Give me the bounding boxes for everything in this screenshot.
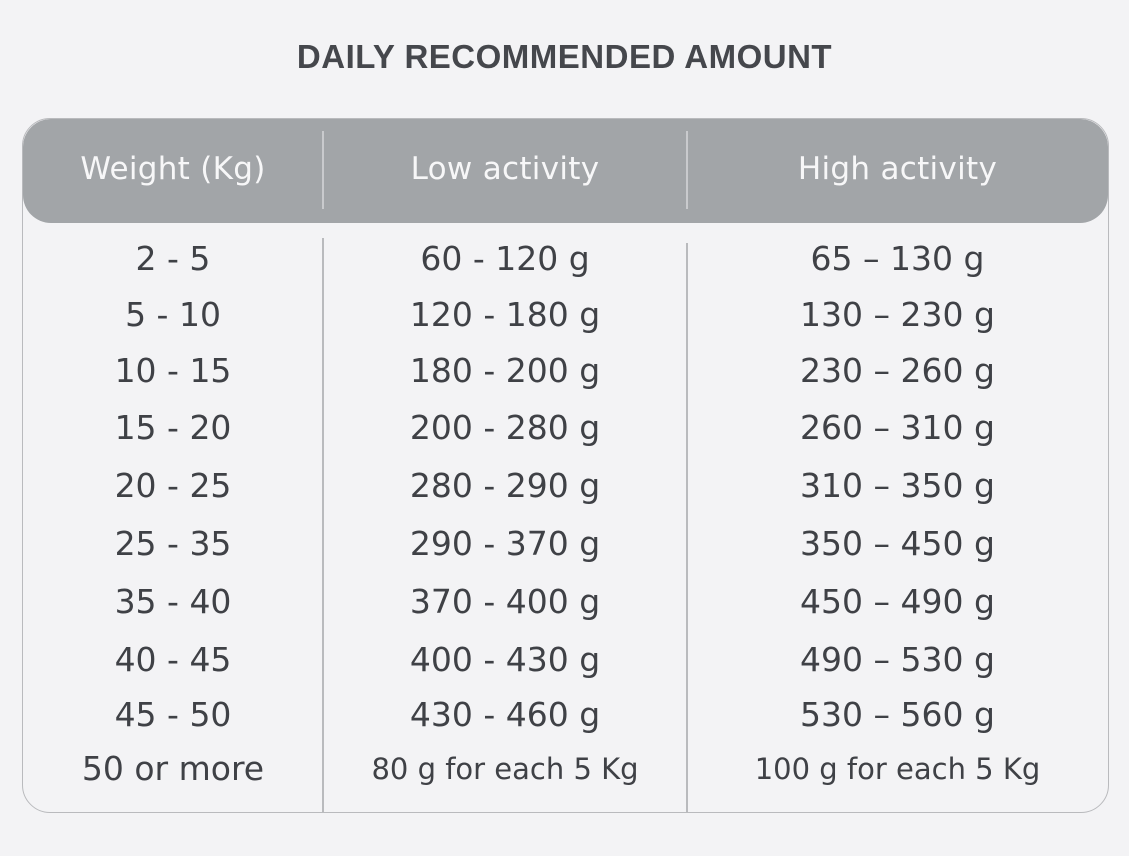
high-activity-cell: 350 – 450 g xyxy=(800,524,995,563)
table-row: 35 - 40 370 - 400 g 450 – 490 g xyxy=(23,574,1108,630)
table-header: Weight (Kg) Low activity High activity xyxy=(23,119,1108,223)
low-activity-cell: 200 - 280 g xyxy=(409,408,601,447)
header-low-activity: Low activity xyxy=(410,151,600,187)
weight-cell: 5 - 10 xyxy=(125,295,221,334)
low-activity-cell: 80 g for each 5 Kg xyxy=(371,752,639,786)
table-row: 10 - 15 180 - 200 g 230 – 260 g xyxy=(23,343,1108,399)
high-activity-cell: 65 – 130 g xyxy=(810,239,985,278)
header-weight: Weight (Kg) xyxy=(80,151,266,187)
low-activity-cell: 370 - 400 g xyxy=(409,582,601,621)
low-activity-cell: 180 - 200 g xyxy=(409,351,601,390)
weight-cell: 10 - 15 xyxy=(114,351,232,390)
high-activity-cell: 530 – 560 g xyxy=(800,695,995,734)
column-divider xyxy=(322,238,324,812)
high-activity-cell: 230 – 260 g xyxy=(800,351,995,390)
table-row: 15 - 20 200 - 280 g 260 – 310 g xyxy=(23,400,1108,456)
high-activity-cell: 100 g for each 5 Kg xyxy=(754,752,1041,786)
weight-cell: 25 - 35 xyxy=(114,524,232,563)
weight-cell: 45 - 50 xyxy=(114,695,232,734)
table-row: 25 - 35 290 - 370 g 350 – 450 g xyxy=(23,516,1108,572)
header-high-activity: High activity xyxy=(797,151,998,187)
high-activity-cell: 490 – 530 g xyxy=(800,640,995,679)
high-activity-cell: 450 – 490 g xyxy=(800,582,995,621)
weight-cell: 35 - 40 xyxy=(114,582,232,621)
feeding-table: Weight (Kg) Low activity High activity 2… xyxy=(22,118,1109,813)
low-activity-cell: 120 - 180 g xyxy=(409,295,601,334)
low-activity-cell: 290 - 370 g xyxy=(409,524,601,563)
high-activity-cell: 130 – 230 g xyxy=(800,295,995,334)
table-row: 40 - 45 400 - 430 g 490 – 530 g xyxy=(23,632,1108,688)
weight-cell: 2 - 5 xyxy=(135,239,211,278)
header-divider xyxy=(686,131,688,209)
weight-cell: 40 - 45 xyxy=(114,640,232,679)
table-row: 45 - 50 430 - 460 g 530 – 560 g xyxy=(23,687,1108,743)
high-activity-cell: 310 – 350 g xyxy=(800,466,995,505)
low-activity-cell: 280 - 290 g xyxy=(409,466,601,505)
table-row: 5 - 10 120 - 180 g 130 – 230 g xyxy=(23,287,1108,343)
weight-cell: 15 - 20 xyxy=(114,408,232,447)
table-row: 50 or more 80 g for each 5 Kg 100 g for … xyxy=(23,741,1108,797)
table-row: 2 - 5 60 - 120 g 65 – 130 g xyxy=(23,231,1108,287)
low-activity-cell: 400 - 430 g xyxy=(409,640,601,679)
low-activity-cell: 430 - 460 g xyxy=(409,695,601,734)
high-activity-cell: 260 – 310 g xyxy=(800,408,995,447)
table-row: 20 - 25 280 - 290 g 310 – 350 g xyxy=(23,458,1108,514)
header-divider xyxy=(322,131,324,209)
page-title: DAILY RECOMMENDED AMOUNT xyxy=(296,38,833,75)
weight-cell: 20 - 25 xyxy=(114,466,232,505)
column-divider xyxy=(686,243,688,812)
weight-cell: 50 or more xyxy=(81,749,265,788)
low-activity-cell: 60 - 120 g xyxy=(420,239,590,278)
